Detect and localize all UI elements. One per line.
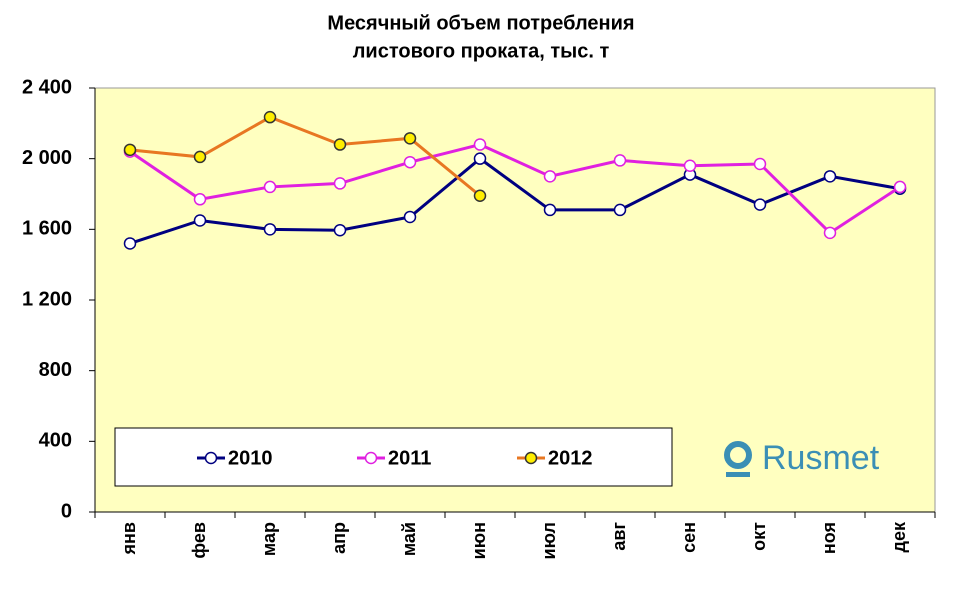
point	[473, 189, 487, 203]
logo-icon	[726, 472, 750, 477]
point	[123, 143, 137, 157]
legend-marker	[204, 451, 218, 465]
point	[193, 214, 207, 227]
point	[193, 150, 207, 164]
y-tick-label: 2 000	[22, 147, 72, 169]
point	[683, 159, 697, 172]
point	[473, 152, 487, 165]
x-tick-label: июн	[469, 522, 489, 559]
point	[193, 193, 207, 206]
legend-label: 2011	[388, 447, 431, 469]
x-tick-label: авг	[609, 522, 629, 551]
x-tick-label: фев	[189, 522, 209, 559]
point	[333, 138, 347, 151]
series-line	[129, 142, 901, 235]
x-tick-label: сен	[679, 522, 699, 553]
x-tick-label: май	[399, 522, 419, 556]
y-tick-label: 400	[39, 430, 72, 452]
x-tick-label: янв	[119, 522, 139, 555]
legend-marker	[524, 451, 538, 465]
logo-icon	[724, 441, 752, 469]
point	[403, 155, 417, 169]
point	[613, 203, 627, 217]
y-tick-label: 1 200	[22, 288, 72, 310]
y-tick-label: 0	[61, 500, 72, 522]
point	[613, 154, 627, 167]
point	[473, 138, 487, 151]
logo: Rusmet	[762, 439, 880, 477]
point	[753, 157, 767, 171]
point	[263, 110, 277, 124]
series-line	[129, 115, 481, 197]
legend-marker	[364, 451, 378, 465]
chart-title: листового проката, тыс. т	[353, 40, 610, 62]
point	[753, 198, 767, 211]
y-tick-label: 1 600	[22, 218, 72, 240]
point	[543, 170, 557, 183]
point	[333, 177, 347, 190]
x-tick-label: июл	[539, 522, 559, 559]
series-line	[129, 156, 901, 245]
point	[543, 203, 557, 217]
legend-label: 2010	[228, 447, 273, 469]
point	[823, 226, 837, 240]
point	[403, 132, 417, 145]
point	[333, 223, 347, 237]
point	[823, 170, 837, 183]
point	[893, 180, 907, 194]
x-tick-label: окт	[749, 522, 769, 551]
legend-label: 2012	[548, 447, 593, 469]
x-tick-label: апр	[329, 522, 349, 554]
x-tick-label: мар	[259, 522, 279, 556]
point	[263, 223, 277, 236]
y-tick-label: 2 400	[22, 76, 72, 98]
chart-title: Месячный объем потребления	[327, 12, 634, 34]
x-tick-label: ноя	[819, 522, 839, 554]
x-tick-label: дек	[889, 521, 909, 552]
y-tick-label: 800	[39, 359, 72, 381]
point	[263, 180, 277, 194]
point	[403, 210, 417, 224]
point	[123, 237, 137, 250]
